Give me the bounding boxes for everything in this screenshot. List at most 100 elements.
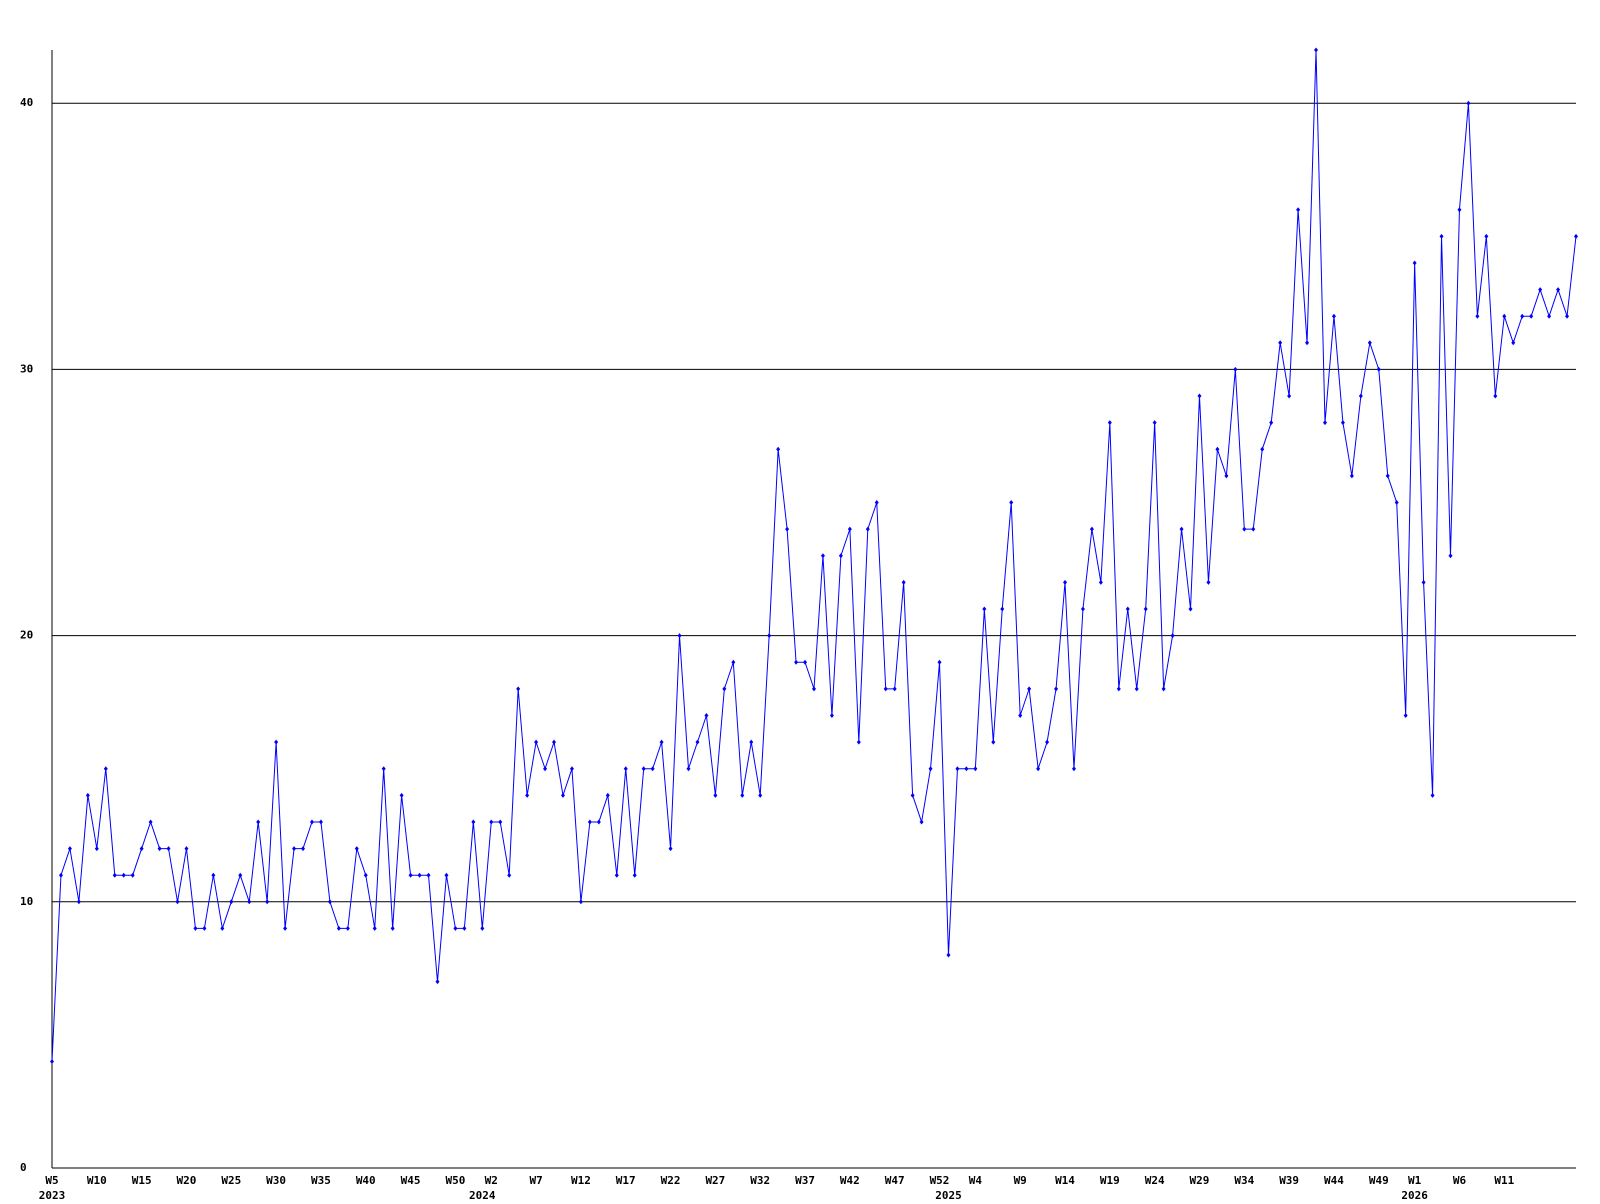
data-point (605, 792, 610, 798)
data-point (1367, 340, 1372, 346)
data-point (1170, 633, 1175, 639)
data-point (686, 766, 691, 772)
data-point (1009, 500, 1014, 506)
data-point (265, 899, 270, 905)
x-tick-label: W5 (45, 1174, 58, 1187)
data-point (1125, 606, 1130, 612)
x-tick-label: W34 (1234, 1174, 1254, 1187)
data-point (1188, 606, 1193, 612)
data-point (587, 819, 592, 825)
data-point (704, 712, 709, 718)
data-point (1063, 579, 1068, 585)
data-point (1358, 393, 1363, 399)
data-point (650, 766, 655, 772)
data-point (1018, 712, 1023, 718)
data-point (1215, 446, 1220, 452)
data-point (1331, 313, 1336, 319)
data-point (283, 925, 288, 931)
data-point (417, 872, 422, 878)
data-point (1511, 340, 1516, 346)
data-point (292, 846, 297, 852)
data-point (838, 553, 843, 559)
x-tick-label: W29 (1190, 1174, 1210, 1187)
data-point (220, 925, 225, 931)
data-point (1027, 686, 1032, 692)
data-point (130, 872, 135, 878)
x-tick-label: W4 (969, 1174, 983, 1187)
data-point (381, 766, 386, 772)
data-point (256, 819, 261, 825)
x-tick-label: W2 (485, 1174, 498, 1187)
data-point (229, 899, 234, 905)
data-point (1529, 313, 1534, 319)
data-point (274, 739, 279, 745)
data-point (776, 446, 781, 452)
data-point (372, 925, 377, 931)
data-point (1314, 47, 1319, 53)
data-point (354, 846, 359, 852)
data-point (632, 872, 637, 878)
data-point (812, 686, 816, 692)
x-tick-label: W9 (1014, 1174, 1027, 1187)
data-point (1421, 579, 1426, 585)
data-point (1502, 313, 1507, 319)
data-point (919, 819, 924, 825)
x-tick-label: W17 (616, 1174, 636, 1187)
data-point (552, 739, 557, 745)
data-point (121, 872, 126, 878)
x-tick-label: W19 (1100, 1174, 1120, 1187)
data-point (1340, 420, 1345, 426)
data-point (525, 792, 530, 798)
data-point (1054, 686, 1059, 692)
data-point (309, 819, 314, 825)
data-point (1556, 287, 1561, 293)
data-point (363, 872, 368, 878)
data-point (507, 872, 512, 878)
x-tick-label: W47 (885, 1174, 905, 1187)
data-point (1000, 606, 1005, 612)
data-point (731, 659, 736, 665)
data-point (516, 686, 521, 692)
data-point (184, 846, 189, 852)
data-point (94, 846, 99, 852)
x-tick-label: W40 (356, 1174, 376, 1187)
data-point (1179, 526, 1184, 532)
data-point (767, 633, 772, 639)
data-point (910, 792, 915, 798)
data-point (1080, 606, 1085, 612)
data-point (1152, 420, 1157, 426)
data-point (175, 899, 180, 905)
data-point (58, 872, 63, 878)
x-tick-label: W14 (1055, 1174, 1075, 1187)
data-point (1574, 233, 1578, 239)
data-point (202, 925, 207, 931)
data-point (301, 846, 306, 852)
data-point (1036, 766, 1041, 772)
data-point (964, 766, 969, 772)
x-tick-label: W1 (1408, 1174, 1422, 1187)
x-tick-label: W6 (1453, 1174, 1467, 1187)
data-point (820, 553, 825, 559)
data-point (67, 846, 72, 852)
data-point (1197, 393, 1202, 399)
data-point (973, 766, 978, 772)
data-point (847, 526, 852, 532)
data-point (1394, 500, 1399, 506)
data-point (1547, 313, 1552, 319)
data-point (1385, 473, 1390, 479)
x-tick-label: W24 (1145, 1174, 1165, 1187)
data-point (1412, 260, 1417, 266)
data-point (390, 925, 395, 931)
data-point (865, 526, 870, 532)
data-point (740, 792, 745, 798)
data-point (883, 686, 888, 692)
data-point (1565, 313, 1570, 319)
data-point (1278, 340, 1283, 346)
data-point (444, 872, 449, 878)
data-point (578, 899, 583, 905)
data-point (426, 872, 431, 878)
x-tick-label: W37 (795, 1174, 815, 1187)
data-point (928, 766, 933, 772)
x-year-label: 2023 (39, 1189, 66, 1200)
data-point (76, 899, 81, 905)
